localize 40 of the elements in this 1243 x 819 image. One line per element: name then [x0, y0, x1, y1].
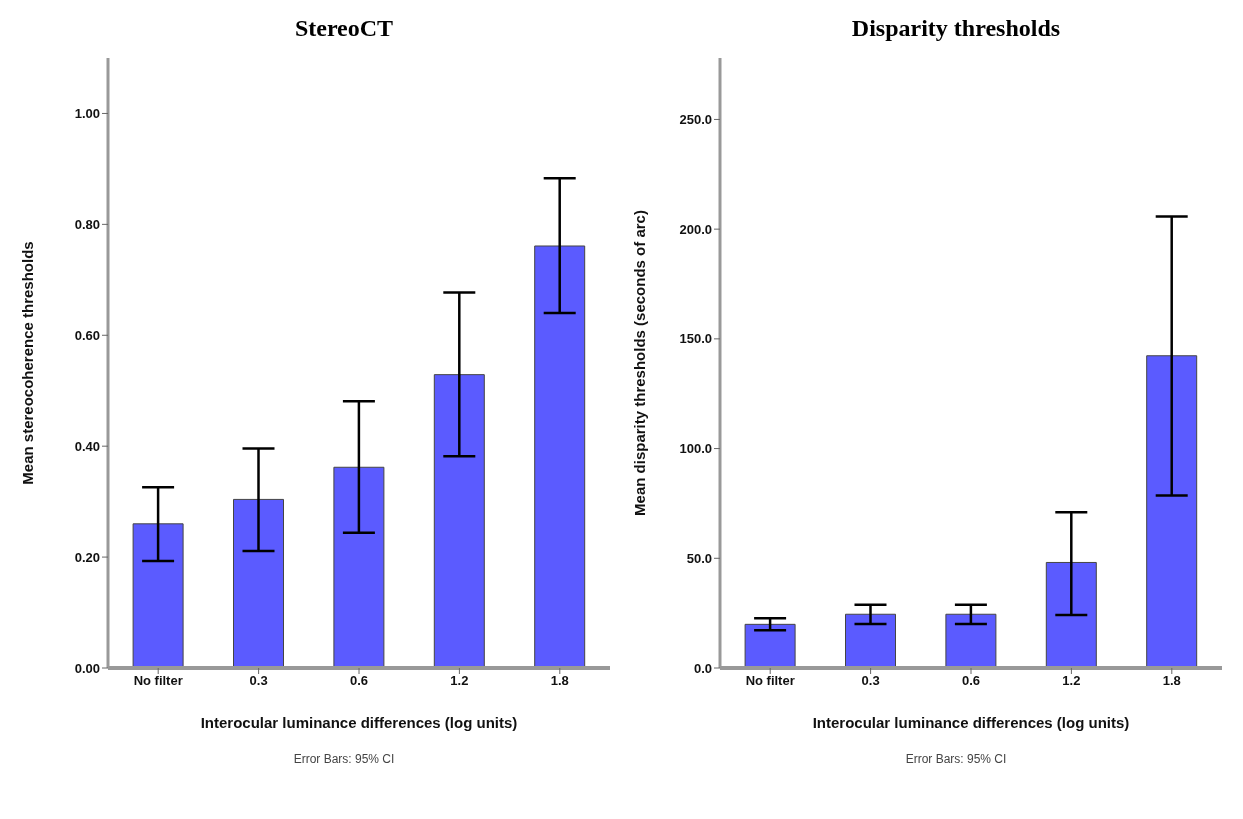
text: Error Bars: 95% CI	[292, 752, 395, 766]
bar	[845, 613, 896, 668]
x-axis-title: Interocular luminance differences (log units)	[200, 714, 518, 731]
y-axis-title: Mean disparity thresholds (seconds of arc)	[631, 210, 649, 516]
y-tick-label: 0.20	[74, 549, 100, 565]
x-tick-label: 1.2	[450, 673, 469, 689]
y-tick-label: 1.00	[74, 106, 100, 122]
x-tick-label: 0.3	[249, 673, 268, 689]
bar	[534, 245, 586, 668]
bar	[233, 498, 284, 668]
x-tick-label: No filter	[745, 673, 795, 689]
y-tick-label: 0.00	[74, 660, 100, 676]
bar	[333, 466, 385, 668]
y-tick-label: 0.40	[74, 438, 100, 454]
x-tick-label: 0.6	[349, 673, 369, 689]
y-tick-label: 50.0	[686, 550, 712, 566]
bar	[1045, 561, 1097, 668]
chart-title: Disparity thresholds	[850, 14, 1061, 43]
bar	[1146, 355, 1198, 668]
chart-title: StereoCT	[293, 14, 394, 43]
x-axis-title: Interocular luminance differences (log units)	[812, 714, 1130, 731]
y-tick-label: 0.0	[693, 660, 712, 676]
bar	[433, 374, 485, 668]
y-tick-label: 0.80	[74, 216, 100, 232]
x-tick-label: 1.2	[1062, 673, 1081, 689]
bar	[744, 623, 796, 668]
text: Error Bars: 95% CI	[904, 752, 1007, 766]
y-axis-title: Mean stereocoherence thresholds	[19, 241, 37, 485]
y-tick-label: 150.0	[679, 331, 712, 347]
bar	[132, 523, 184, 668]
y-tick-label: 100.0	[679, 441, 712, 457]
x-tick-label: 0.6	[961, 673, 981, 689]
x-tick-label: 1.8	[550, 673, 569, 689]
y-tick-label: 200.0	[679, 221, 712, 237]
bar	[945, 613, 997, 668]
x-tick-label: 1.8	[1162, 673, 1181, 689]
y-tick-label: 250.0	[679, 112, 712, 128]
y-tick-label: 0.60	[74, 327, 100, 343]
x-tick-label: 0.3	[861, 673, 880, 689]
x-tick-label: No filter	[133, 673, 183, 689]
